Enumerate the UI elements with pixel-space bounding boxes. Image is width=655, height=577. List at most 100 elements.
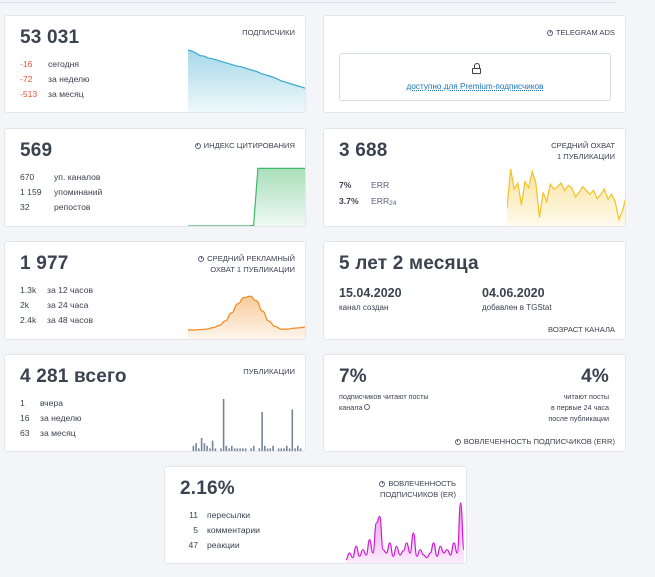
engagement-err-caption: ВОВЛЕЧЕННОСТЬ ПОДПИСЧИКОВ (ERR) bbox=[454, 436, 615, 447]
chart-area bbox=[188, 168, 305, 226]
premium-link[interactable]: доступно для Premium-подписчиков bbox=[406, 82, 544, 91]
avg-reach-trend-chart bbox=[507, 168, 625, 226]
telegram-ads-caption: TELEGRAM ADS bbox=[546, 27, 615, 38]
chart-line bbox=[188, 167, 305, 226]
engagement-err-card: 7% подписчиков читают посты канала 4% чит… bbox=[323, 354, 626, 452]
publication-bar bbox=[225, 445, 228, 451]
subscribers-caption: ПОДПИСЧИКИ bbox=[242, 28, 295, 37]
created-date: 15.04.2020 bbox=[339, 286, 402, 300]
created-label: канал создан bbox=[339, 303, 389, 312]
info-icon[interactable] bbox=[364, 404, 371, 411]
chart-line bbox=[188, 295, 305, 331]
info-icon bbox=[194, 142, 201, 149]
er-row: 11 пересылки bbox=[189, 510, 251, 520]
publication-bar bbox=[236, 448, 239, 451]
publication-bar bbox=[250, 448, 252, 451]
publication-bar bbox=[231, 445, 233, 451]
publication-bar bbox=[297, 445, 299, 451]
publications-card[interactable]: 4 281 всего ПУБЛИКАЦИИ 1 вчера 16 за недел… bbox=[4, 354, 306, 452]
publications-bar-chart bbox=[192, 399, 302, 451]
publication-bar bbox=[258, 448, 261, 451]
publications-caption: ПУБЛИКАЦИИ bbox=[243, 367, 295, 376]
publication-bar bbox=[198, 448, 200, 451]
added-label: добавлен в TGStat bbox=[482, 303, 552, 312]
publication-bar bbox=[288, 448, 291, 451]
publication-bar bbox=[253, 445, 255, 451]
lock-icon bbox=[472, 63, 481, 74]
chart-area bbox=[346, 503, 464, 563]
telegram-ads-card: TELEGRAM ADS доступно для Premium-подпис… bbox=[323, 15, 626, 113]
err-left-value: 7% bbox=[339, 366, 367, 387]
citation-card[interactable]: 569 ИНДЕКС ЦИТИРОВАНИЯ 670 уп. каналов 1 … bbox=[4, 128, 306, 227]
channel-age-value: 5 лет 2 месяца bbox=[339, 253, 479, 274]
avg-reach-value: 3 688 bbox=[339, 140, 388, 161]
subscribers-row: -513 за месяц bbox=[20, 89, 84, 99]
publication-bar bbox=[195, 443, 197, 451]
subscribers-count: 53 031 bbox=[20, 27, 80, 48]
ad-reach-card[interactable]: 1 977 СРЕДНИЙ РЕКЛАМНЫЙ ОХВАТ 1 ПУБЛИКАЦИ… bbox=[4, 241, 306, 340]
err-row: 7% ERR bbox=[339, 180, 390, 190]
publication-bar bbox=[200, 438, 203, 451]
publication-bar bbox=[272, 445, 274, 451]
publication-bar bbox=[220, 448, 222, 451]
er-trend-chart bbox=[346, 502, 464, 563]
ad-reach-value: 1 977 bbox=[20, 253, 69, 274]
publication-bar bbox=[206, 445, 208, 451]
publications-total: 4 281 всего bbox=[20, 366, 127, 387]
citation-caption: ИНДЕКС ЦИТИРОВАНИЯ bbox=[194, 140, 295, 151]
publication-bar bbox=[203, 443, 206, 451]
ad-reach-row: 2k за 24 часа bbox=[20, 300, 89, 310]
info-icon bbox=[454, 438, 461, 445]
publication-bar bbox=[242, 448, 244, 451]
subscribers-row: -16 сегодня bbox=[20, 59, 80, 69]
channel-age-card: 5 лет 2 месяца 15.04.2020 канал создан 0… bbox=[323, 241, 626, 340]
publication-bar bbox=[222, 399, 225, 451]
publication-bar bbox=[233, 448, 236, 451]
channel-age-caption: ВОЗРАСТ КАНАЛА bbox=[548, 325, 615, 334]
publication-bar bbox=[209, 448, 211, 451]
citation-row: 1 159 упоминаний bbox=[20, 187, 103, 197]
added-date: 04.06.2020 bbox=[482, 286, 545, 300]
chart-area bbox=[507, 169, 625, 226]
engagement-er-card[interactable]: 2.16% ВОВЛЕЧЕННОСТЬ ПОДПИСЧИКОВ (ER) 11 пе… bbox=[164, 466, 467, 564]
publication-bar bbox=[261, 412, 263, 451]
er-value: 2.16% bbox=[180, 478, 235, 499]
info-icon bbox=[379, 480, 386, 487]
chart-line bbox=[346, 502, 464, 561]
err-right-label: читают посты в первые 24 часа после публик… bbox=[548, 392, 609, 423]
er-caption: ВОВЛЕЧЕННОСТЬ ПОДПИСЧИКОВ (ER) bbox=[379, 479, 456, 499]
avg-reach-caption: СРЕДНИЙ ОХВАТ 1 ПУБЛИКАЦИИ bbox=[551, 141, 615, 161]
er-row: 5 комментарии bbox=[193, 525, 260, 535]
publication-bar bbox=[192, 445, 195, 451]
publications-row: 16 за неделю bbox=[20, 413, 82, 423]
err-right-value: 4% bbox=[581, 366, 609, 387]
publication-bar bbox=[283, 448, 285, 451]
er-row: 47 реакции bbox=[188, 540, 240, 550]
publications-row: 1 вчера bbox=[20, 398, 63, 408]
publication-bar bbox=[214, 448, 217, 451]
citation-row: 32 репостов bbox=[20, 202, 91, 212]
publication-bar bbox=[266, 448, 269, 451]
publication-bar bbox=[269, 448, 272, 451]
err-left-label: подписчиков читают посты канала bbox=[339, 392, 429, 412]
info-icon bbox=[546, 29, 553, 36]
publications-row: 63 за месяц bbox=[20, 428, 76, 438]
publication-bar bbox=[299, 448, 302, 451]
subscribers-card[interactable]: 53 031 ПОДПИСЧИКИ -16 сегодня -72 за недел… bbox=[4, 15, 306, 113]
subscribers-row: -72 за неделю bbox=[20, 74, 90, 84]
info-icon bbox=[198, 255, 205, 262]
ad-reach-row: 1.3k за 12 часов bbox=[20, 285, 94, 295]
avg-reach-card[interactable]: 3 688 СРЕДНИЙ ОХВАТ 1 ПУБЛИКАЦИИ 7% ERR 3.… bbox=[323, 128, 626, 227]
premium-box[interactable]: доступно для Premium-подписчиков bbox=[339, 53, 611, 101]
publication-bar bbox=[228, 448, 230, 451]
chart-line bbox=[188, 49, 305, 89]
publication-bar bbox=[244, 448, 247, 451]
err24-row: 3.7% ERR 24 bbox=[339, 196, 397, 207]
subscribers-trend-chart bbox=[188, 49, 305, 112]
publication-bar bbox=[280, 448, 283, 451]
chart-area bbox=[188, 50, 305, 112]
ad-reach-caption: СРЕДНИЙ РЕКЛАМНЫЙ ОХВАТ 1 ПУБЛИКАЦИИ bbox=[198, 253, 295, 275]
top-divider bbox=[0, 0, 617, 3]
publication-bar bbox=[286, 445, 288, 451]
ad-reach-trend-chart bbox=[188, 295, 305, 339]
